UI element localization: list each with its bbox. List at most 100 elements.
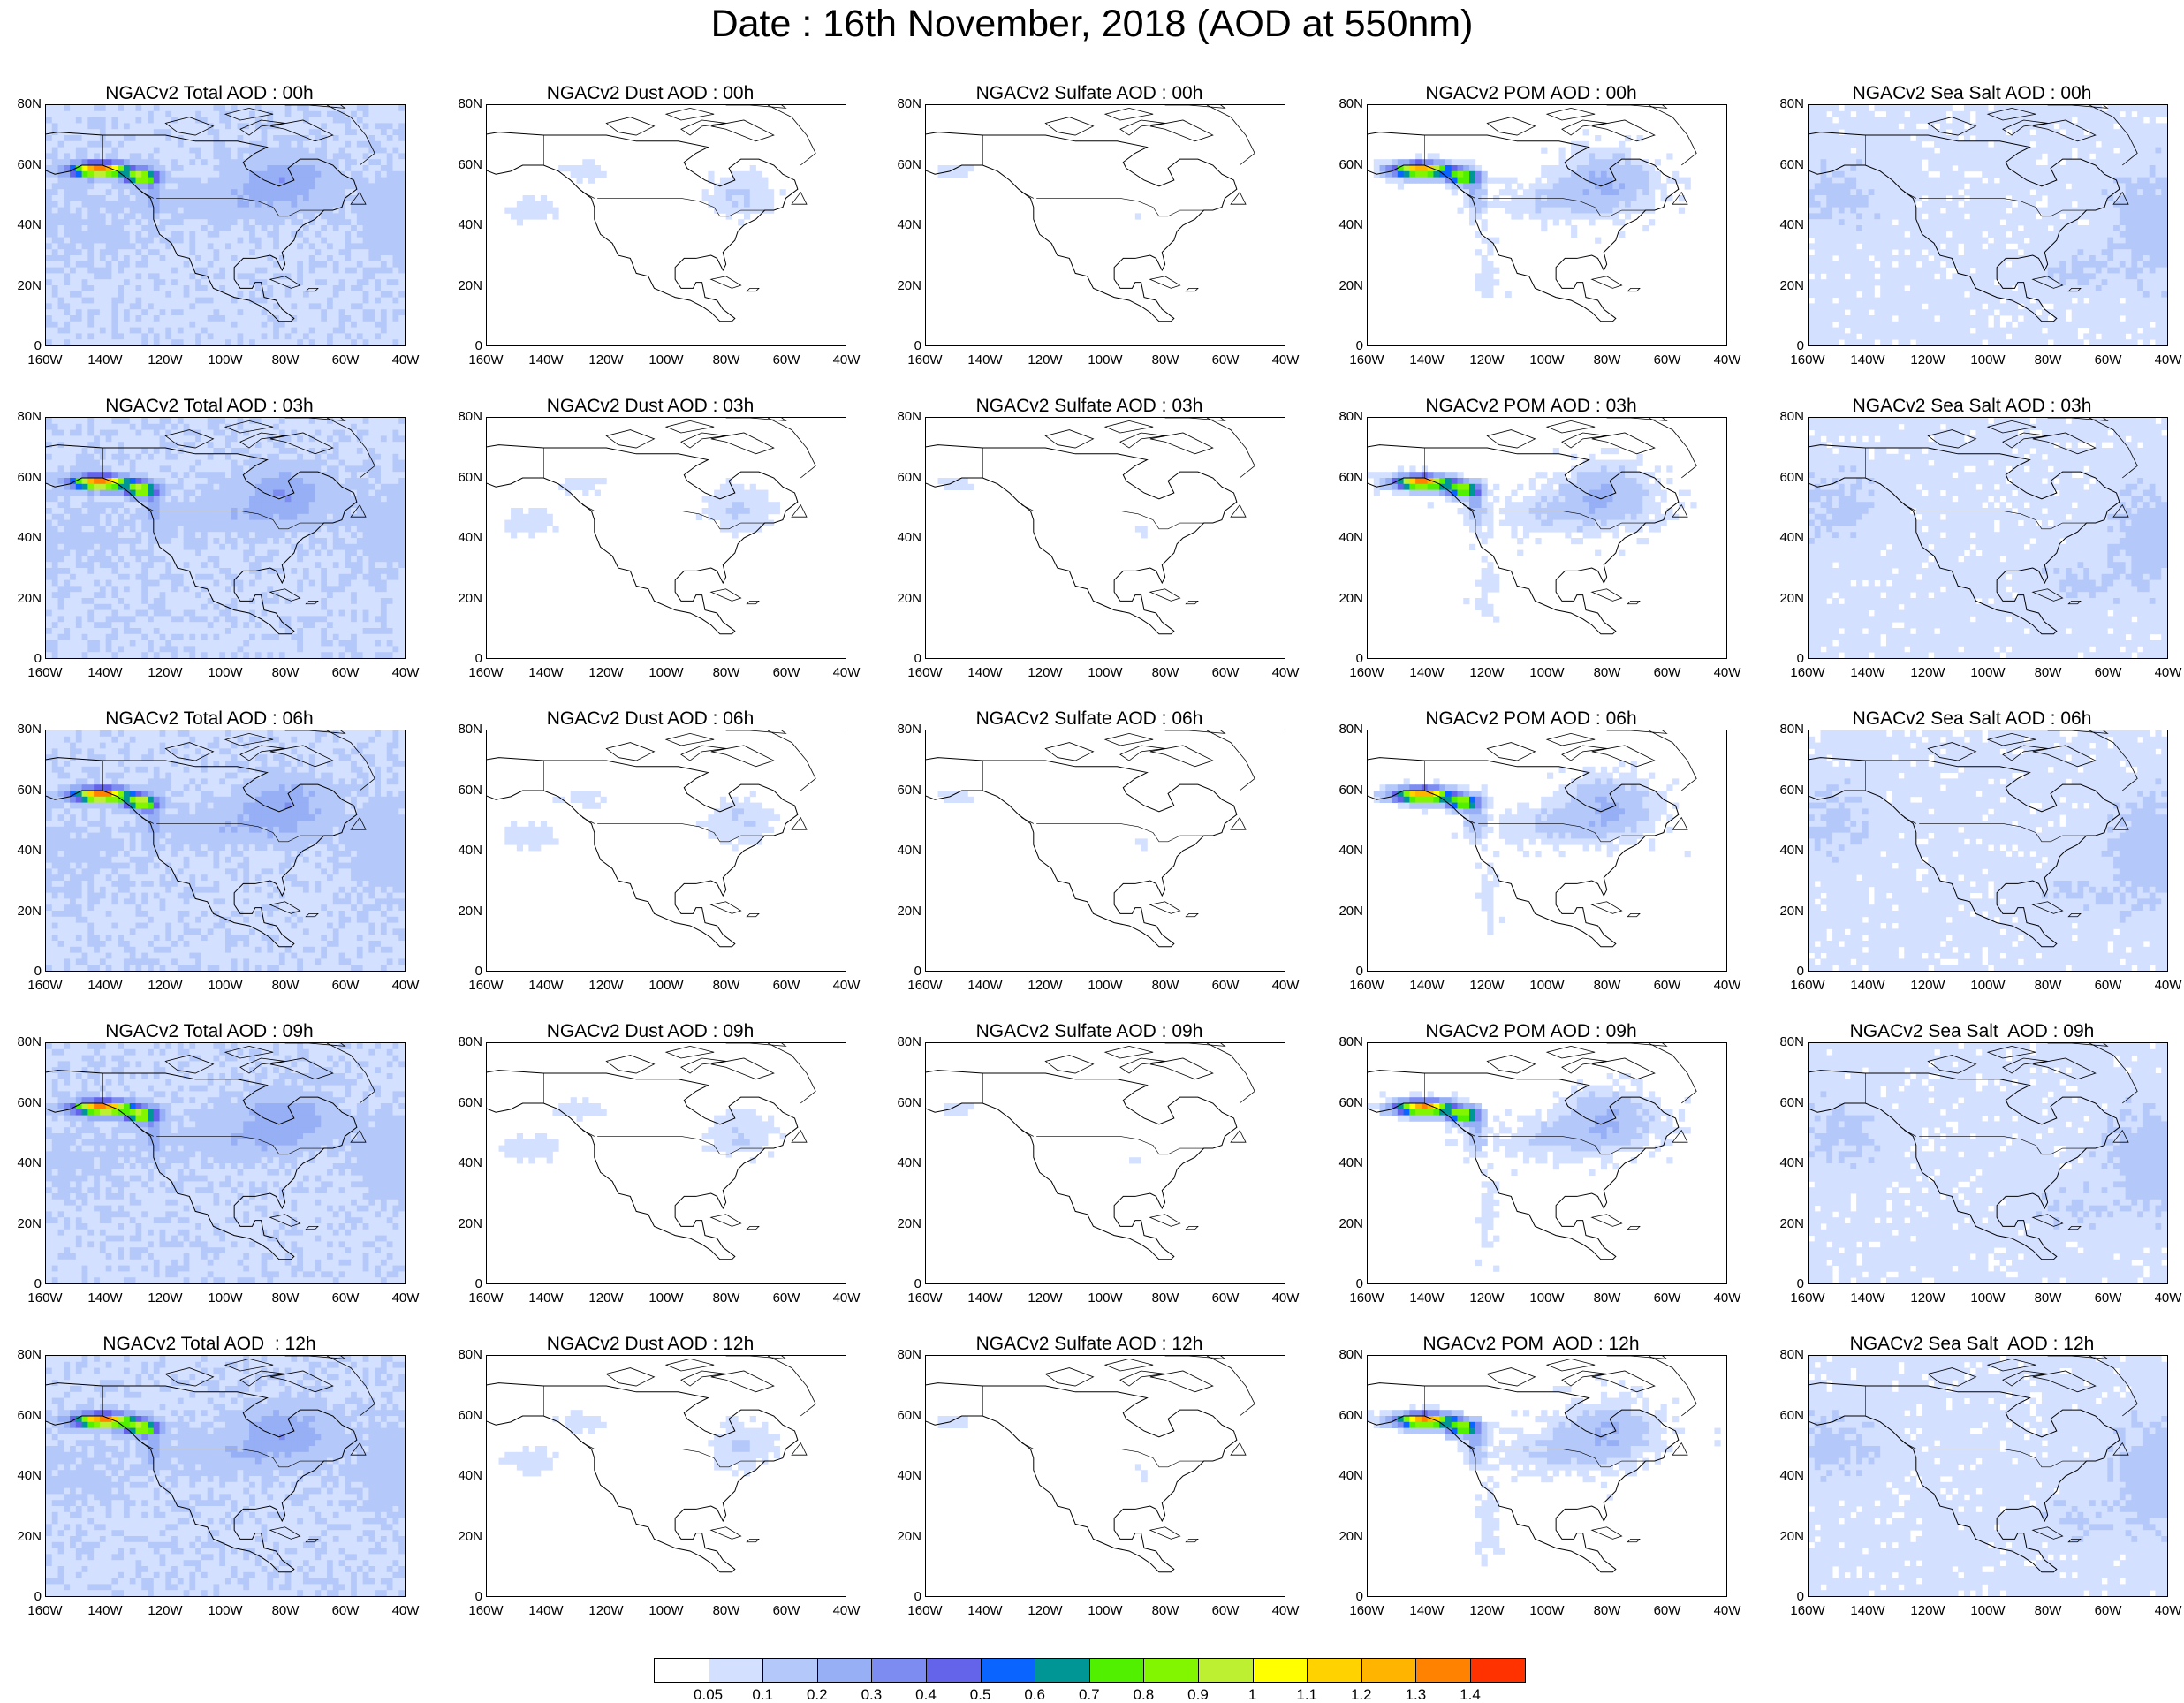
island-outline — [1547, 1046, 1595, 1058]
lat-tick-label: 80N — [6, 1348, 42, 1362]
island-outline — [792, 193, 807, 205]
lat-tick-label: 80N — [1328, 97, 1363, 111]
lat-tick-label: 0 — [886, 652, 921, 666]
aod-map — [487, 730, 846, 971]
lat-tick-label: 40N — [447, 531, 482, 545]
greenland-coast — [1207, 105, 1255, 165]
lon-tick-label: 80W — [1581, 979, 1634, 993]
lon-tick-label: 100W — [1079, 666, 1132, 680]
lat-tick-label: 0 — [1328, 339, 1363, 353]
lon-tick-label: 100W — [1961, 979, 2014, 993]
lon-tick-label: 160W — [1781, 1291, 1834, 1306]
lat-tick-label: 60N — [886, 471, 921, 485]
lon-tick-label: 40W — [1259, 1291, 1312, 1306]
colorbar-swatch — [654, 1658, 709, 1683]
lat-tick-label: 40N — [6, 1469, 42, 1483]
island-outline — [582, 1131, 595, 1137]
island-outline — [1487, 1368, 1535, 1386]
island-outline — [1592, 1527, 1622, 1540]
aod-map — [46, 730, 405, 971]
lon-tick-label: 80W — [700, 1291, 753, 1306]
lon-tick-label: 80W — [1139, 353, 1192, 367]
lat-tick-label: 60N — [447, 158, 482, 172]
lon-tick-label: 80W — [259, 979, 312, 993]
lat-tick-label: 40N — [447, 218, 482, 232]
lon-tick-label: 60W — [1641, 353, 1694, 367]
aod-field — [1368, 1374, 1721, 1566]
island-outline — [792, 1131, 807, 1143]
lon-tick-label: 40W — [379, 353, 432, 367]
lon-tick-label: 60W — [760, 666, 813, 680]
coastline — [926, 1383, 1237, 1572]
lat-tick-label: 20N — [1769, 1217, 1804, 1231]
lat-tick-label: 80N — [447, 97, 482, 111]
island-outline — [747, 601, 759, 603]
lon-tick-label: 80W — [700, 666, 753, 680]
aod-field — [504, 159, 785, 225]
island-outline — [1607, 1356, 1667, 1359]
island-outline — [1547, 420, 1595, 433]
lon-tick-label: 80W — [1139, 666, 1192, 680]
lat-tick-label: 40N — [1328, 1156, 1363, 1170]
lon-tick-label: 80W — [259, 353, 312, 367]
lat-tick-label: 0 — [6, 1277, 42, 1291]
lat-tick-label: 40N — [6, 1156, 42, 1170]
lat-tick-label: 20N — [6, 1530, 42, 1544]
panel-title: NGACv2 Total AOD : 03h — [6, 394, 413, 419]
island-outline — [1607, 730, 1667, 733]
lon-tick-label: 100W — [1079, 979, 1132, 993]
island-outline — [726, 105, 786, 108]
figure-title: Date : 16th November, 2018 (AOD at 550nm… — [0, 2, 2184, 46]
island-outline — [747, 913, 759, 916]
panel-title: NGACv2 Dust AOD : 09h — [447, 1019, 853, 1044]
lon-tick-label: 40W — [2142, 1604, 2184, 1618]
island-outline — [1231, 505, 1246, 518]
lat-tick-label: 0 — [886, 1590, 921, 1604]
colorbar-swatch — [1361, 1658, 1417, 1683]
island-outline — [606, 743, 654, 761]
lat-tick-label: 60N — [447, 471, 482, 485]
lon-tick-label: 160W — [19, 353, 72, 367]
colorbar-label: 0.8 — [1117, 1687, 1170, 1703]
island-outline — [747, 1226, 759, 1229]
island-outline — [711, 902, 741, 914]
island-outline — [1105, 420, 1153, 433]
aod-map — [926, 418, 1285, 658]
greenland-coast — [768, 418, 815, 478]
lat-tick-label: 60N — [6, 158, 42, 172]
colorbar-label: 1.1 — [1280, 1687, 1333, 1703]
colorbar-swatch — [762, 1658, 818, 1683]
coastline — [926, 758, 1237, 947]
aod-map — [1368, 105, 1726, 345]
lat-tick-label: 80N — [1328, 723, 1363, 737]
colorbar-swatch — [817, 1658, 873, 1683]
island-outline — [666, 733, 714, 746]
colorbar-label: 0.9 — [1172, 1687, 1225, 1703]
aod-map — [1809, 105, 2167, 345]
lon-tick-label: 160W — [1340, 353, 1393, 367]
island-outline — [1150, 1215, 1180, 1227]
lat-tick-label: 60N — [1328, 1409, 1363, 1423]
map-frame — [925, 1042, 1285, 1284]
lat-tick-label: 80N — [447, 723, 482, 737]
coastline — [487, 445, 798, 634]
lon-tick-label: 100W — [1961, 666, 2014, 680]
lon-tick-label: 140W — [79, 1604, 132, 1618]
lon-tick-label: 160W — [459, 979, 512, 993]
island-outline — [711, 433, 774, 454]
map-frame — [1808, 1042, 2168, 1284]
aod-map — [1809, 730, 2167, 971]
island-outline — [711, 589, 741, 602]
lon-tick-label: 80W — [2021, 979, 2074, 993]
lon-tick-label: 60W — [760, 979, 813, 993]
lon-tick-label: 140W — [1841, 979, 1894, 993]
island-outline — [582, 818, 595, 824]
lon-tick-label: 140W — [1400, 979, 1453, 993]
lon-tick-label: 140W — [959, 1604, 1012, 1618]
colorbar-swatch — [871, 1658, 927, 1683]
lon-tick-label: 100W — [640, 353, 693, 367]
